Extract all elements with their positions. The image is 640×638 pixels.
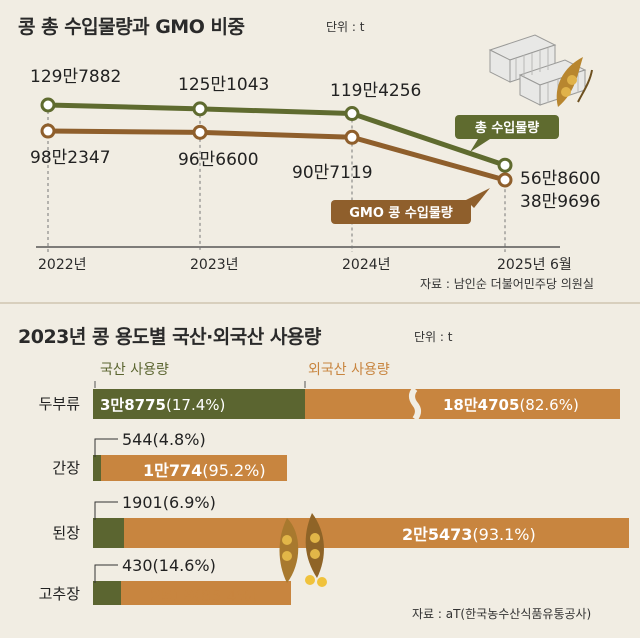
x-tick-label: 2023년: [190, 257, 239, 273]
chart1-source: 자료 : 남인순 더불어민주당 의원실: [420, 277, 594, 291]
foreign-value: 18만4705: [443, 396, 519, 414]
bar-domestic: [93, 581, 121, 605]
chart2-title: 2023년 콩 용도별 국산·외국산 사용량: [18, 326, 321, 348]
scale-break: [409, 387, 421, 421]
domestic-pct: (6.9%): [163, 493, 216, 512]
series-point: [497, 172, 513, 188]
series-point: [344, 129, 360, 145]
data-label: 98만2347: [30, 148, 111, 168]
foreign-label: 2만5473(93.1%): [402, 525, 536, 544]
data-label: 38만9696: [520, 192, 601, 212]
series-point: [40, 97, 56, 113]
data-label: 96만6600: [178, 150, 259, 170]
legend-gmo-tag: GMO 콩 수입물량: [331, 188, 490, 224]
domestic-pct: (4.8%): [153, 430, 206, 449]
bar-domestic: [93, 455, 101, 481]
domestic-value: 430: [122, 556, 153, 575]
category-label: 고추장: [39, 585, 81, 603]
bar-foreign: [305, 389, 620, 419]
legend-domestic: 국산 사용량: [100, 362, 169, 378]
x-tick-label: 2025년 6월: [497, 257, 572, 273]
legend-gmo-label: GMO 콩 수입물량: [349, 206, 453, 221]
x-tick-label: 2022년: [38, 257, 87, 273]
bar-domestic: [93, 518, 124, 548]
line-chart: 2022년 2023년 2024년 2025년 6월 129만7882 125만1043 1…: [30, 67, 601, 273]
foreign-value: 2만5473: [402, 525, 472, 544]
series-line-0: [47, 102, 506, 168]
foreign-label: 2519(85.4%): [150, 586, 258, 605]
series-point: [497, 157, 513, 173]
bar-foreign: [101, 455, 287, 481]
domestic-label: 544(4.8%): [122, 430, 206, 449]
domestic-pct: (14.6%): [153, 556, 216, 575]
domestic-value: 3만8775: [100, 396, 166, 414]
foreign-value: 1만774: [143, 461, 202, 480]
label-bracket: [94, 438, 118, 457]
foreign-label: 18만4705(82.6%): [443, 396, 579, 414]
data-label: 129만7882: [30, 67, 121, 87]
category-label: 간장: [52, 459, 80, 477]
bar-domestic: [93, 389, 305, 419]
category-label: 된장: [52, 524, 80, 542]
soybean-pod-icon: [556, 57, 593, 107]
label-bracket: [94, 501, 118, 520]
foreign-pct: (95.2%): [202, 461, 265, 480]
foreign-pct: (85.4%): [195, 586, 258, 605]
domestic-pct: (17.4%): [166, 396, 225, 414]
domestic-value: 1901: [122, 493, 163, 512]
data-label: 119만4256: [330, 81, 421, 101]
data-label: 56만8600: [520, 169, 601, 189]
chart1-title: 콩 총 수입물량과 GMO 비중: [18, 16, 245, 38]
foreign-pct: (82.6%): [519, 396, 578, 414]
category-label: 두부류: [39, 395, 81, 413]
legend-total-box: [455, 115, 559, 139]
foreign-label: 1만774(95.2%): [143, 461, 266, 480]
foreign-pct: (93.1%): [472, 525, 535, 544]
legend-total-pointer: [470, 139, 490, 152]
x-tick-label: 2024년: [342, 257, 391, 273]
data-label: 90만7119: [292, 163, 373, 183]
series-point: [192, 124, 208, 140]
domestic-label: 1901(6.9%): [122, 493, 216, 512]
domestic-label: 3만8775(17.4%): [100, 396, 225, 414]
section-divider: [0, 302, 640, 304]
series-point: [192, 101, 208, 117]
legend-total-tag: 총 수입물량: [455, 115, 559, 152]
series-line-1: [47, 128, 506, 183]
legend-gmo-pointer: [466, 188, 490, 208]
series-point: [40, 123, 56, 139]
legend-total-label: 총 수입물량: [475, 120, 539, 136]
label-bracket: [94, 564, 118, 583]
soybean-pods-icon: [279, 513, 327, 587]
legend-foreign: 외국산 사용량: [308, 362, 390, 378]
chart2-unit: 단위 : t: [414, 330, 453, 344]
bar-foreign: [121, 581, 291, 605]
bar-foreign: [124, 518, 629, 548]
legend-gmo-box: [331, 200, 471, 224]
domestic-value: 544: [122, 430, 153, 449]
domestic-label: 430(14.6%): [122, 556, 216, 575]
chart1-unit: 단위 : t: [326, 20, 365, 34]
data-label: 125만1043: [178, 75, 269, 95]
foreign-value: 2519: [150, 586, 195, 605]
series-point: [344, 106, 360, 122]
chart2-source: 자료 : aT(한국농수산식품유통공사): [412, 607, 592, 621]
